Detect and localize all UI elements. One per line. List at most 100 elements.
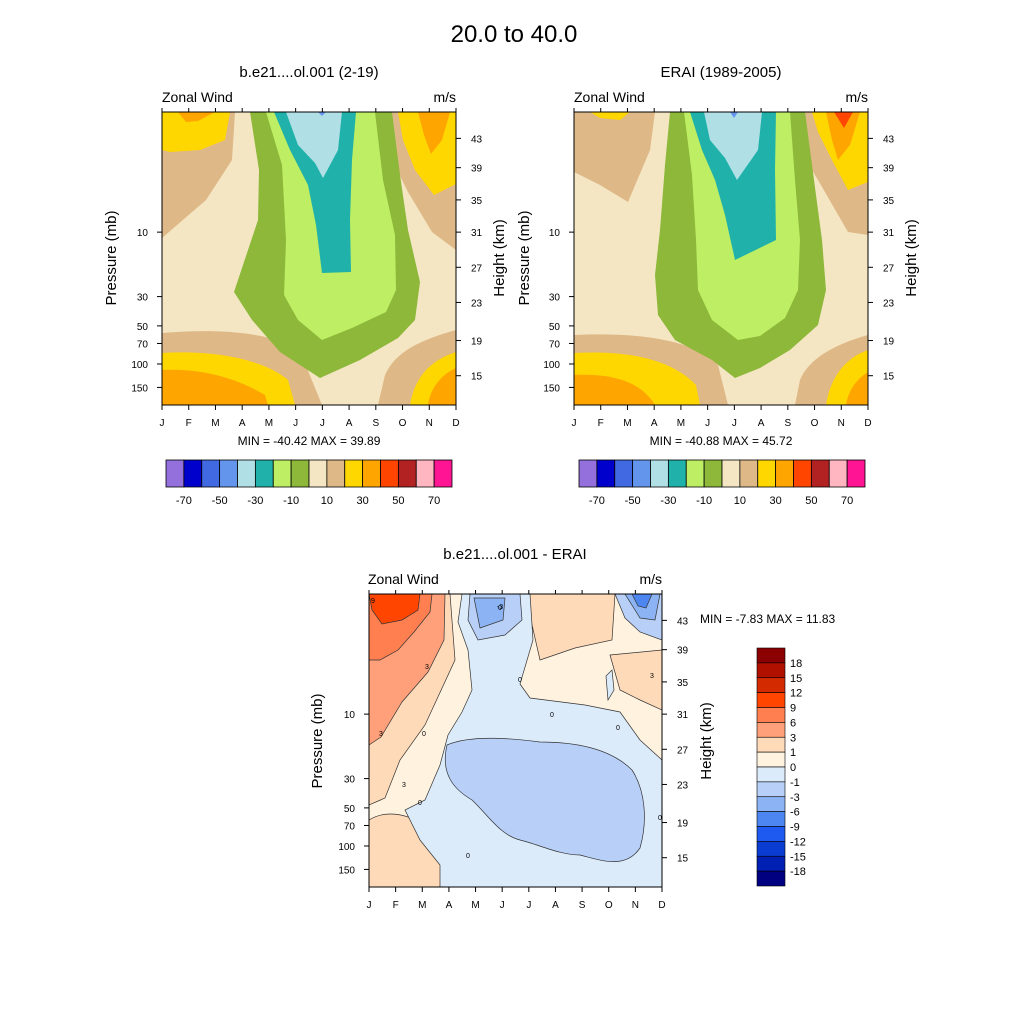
colorbar-swatch [775, 459, 794, 488]
x-tick-label: A [552, 900, 559, 911]
colorbar-label: 15 [790, 673, 802, 685]
min-max-label: MIN = -40.88 MAX = 45.72 [650, 434, 793, 448]
colorbar-swatch [756, 722, 786, 738]
filled-contour [730, 112, 738, 118]
y-tick-label-right: 43 [471, 134, 483, 145]
contour-label: 0 [422, 731, 426, 738]
filled-contour [826, 112, 860, 160]
contour-label: 0 [550, 712, 554, 719]
x-tick-label: J [732, 418, 737, 429]
colorbar-swatch [756, 870, 786, 887]
y-tick-label-right: 35 [471, 196, 483, 207]
y-tick-label-right: 43 [677, 616, 689, 627]
x-tick-label: N [632, 900, 639, 911]
colorbar-label: -10 [696, 495, 712, 507]
colorbar-swatch [756, 811, 786, 827]
filled-contour [418, 112, 450, 154]
colorbar-swatch [201, 459, 221, 488]
x-tick-label: J [367, 900, 372, 911]
colorbar-label: -10 [283, 495, 299, 507]
panel-title: ERAI (1989-2005) [661, 64, 782, 81]
colorbar-swatch [380, 459, 399, 488]
colorbar-label: -3 [790, 792, 800, 804]
y-tick-label-right: 31 [471, 228, 483, 239]
colorbar-swatch [685, 459, 705, 488]
colorbar-label: 1 [790, 747, 796, 759]
x-tick-label: S [372, 418, 379, 429]
colorbar-swatch [596, 459, 616, 488]
panel-difference: b.e21....ol.001 - ERAI Zonal Wind m/s Pr… [309, 546, 836, 911]
x-tick-label: F [393, 900, 399, 911]
y-tick-label: 100 [338, 842, 355, 853]
colorbar-swatch [756, 751, 786, 768]
colorbar-swatch [308, 459, 328, 488]
colorbar-swatch [756, 677, 786, 693]
colorbar-label: -6 [790, 807, 800, 819]
colorbar-swatch [650, 459, 669, 488]
contour-label: -3 [497, 604, 503, 611]
colorbar-swatch [757, 459, 777, 488]
contour-label: 3 [650, 673, 654, 680]
colorbar-swatch [290, 459, 310, 488]
figure-title: 20.0 to 40.0 [451, 21, 578, 48]
x-tick-label: F [186, 418, 192, 429]
plot-frame [161, 111, 457, 406]
y-tick-label: 70 [137, 339, 149, 350]
variable-label: Zonal Wind [574, 89, 645, 105]
filled-contour [162, 369, 268, 405]
colorbar-label: -15 [790, 851, 806, 863]
y-tick-label-right: 19 [677, 819, 689, 830]
colorbar-label: -50 [212, 495, 228, 507]
colorbar-swatch [237, 459, 256, 488]
axes-ticks: J F M A M J J A S O N D 10 30 50 70 100 150 43 39 35 31 27 23 19… [543, 108, 895, 429]
filled-contour [609, 649, 662, 711]
colorbar-label: 50 [805, 495, 817, 507]
colorbar-swatch [632, 459, 651, 488]
colorbar-swatch [756, 692, 786, 708]
y-tick-label: 30 [344, 775, 356, 786]
contour-label: 9 [371, 598, 375, 605]
y-tick-label: 150 [131, 383, 148, 394]
colorbar-label: 3 [790, 732, 796, 744]
y-tick-label: 50 [137, 322, 149, 333]
colorbar-label: -12 [790, 836, 806, 848]
x-tick-label: D [452, 418, 459, 429]
colorbar-label: 10 [321, 495, 333, 507]
contour-labels: 0 0 0 0 0 0 0 0 3 3 3 3 -3 9 [371, 598, 662, 860]
colorbar-swatch [219, 459, 238, 488]
filled-contour [574, 112, 655, 202]
x-tick-label: O [811, 418, 819, 429]
colorbar-label: -30 [247, 495, 263, 507]
colorbar: -70 -50 -30 -10 10 30 50 70 [165, 459, 453, 507]
panel-model: b.e21....ol.001 (2-19) Zonal Wind m/s Pr… [103, 64, 508, 507]
colorbar-swatch [828, 459, 848, 488]
y-tick-label-right: 39 [471, 164, 483, 175]
contour-field [369, 594, 662, 887]
y-tick-label-right: 31 [677, 710, 689, 721]
colorbar-swatch [433, 459, 453, 488]
x-tick-label: O [399, 418, 407, 429]
y-tick-label-right: 35 [677, 678, 689, 689]
y-tick-label-right: 35 [883, 196, 895, 207]
y-tick-label: 150 [543, 383, 560, 394]
colorbar-swatch [756, 841, 786, 857]
colorbar-swatch [415, 459, 435, 488]
x-tick-label: N [426, 418, 433, 429]
filled-contour [605, 669, 615, 702]
filled-contour [704, 112, 762, 180]
min-max-label: MIN = -40.42 MAX = 39.89 [238, 434, 381, 448]
colorbar-swatch [578, 459, 598, 488]
x-tick-label: J [320, 418, 325, 429]
colorbar-swatch [397, 459, 417, 488]
colorbar-swatch [756, 662, 786, 679]
x-tick-label: J [705, 418, 710, 429]
colorbar-label: -1 [790, 777, 800, 789]
colorbar-swatch [756, 826, 786, 842]
colorbar-swatch [272, 459, 292, 488]
x-tick-label: M [418, 900, 426, 911]
y-tick-label-right: 43 [883, 134, 895, 145]
x-tick-label: F [598, 418, 604, 429]
y-axis-label: Pressure (mb) [309, 693, 326, 788]
y-tick-label: 150 [338, 865, 355, 876]
